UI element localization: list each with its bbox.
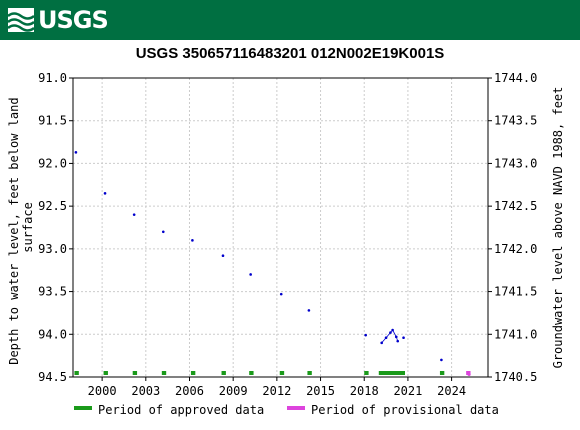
right-tick-label: 1742.0 (494, 242, 537, 256)
data-point (380, 341, 384, 345)
plot-frame (72, 77, 489, 378)
left-axis-ticks: 91.0 91.5 92.0 92.5 93.0 93.5 94.0 94.5 (38, 71, 73, 384)
left-tick-label: 91.5 (38, 114, 67, 128)
provisional-data-point (467, 372, 471, 377)
right-tick-label: 1743.0 (494, 156, 537, 170)
y-axis-label-left-line1: Depth to water level, feet below land (7, 97, 21, 364)
approved-period-bar (307, 371, 312, 375)
grid-lines (73, 77, 488, 378)
provisional-periods (466, 371, 471, 375)
x-tick-label: 2024 (437, 384, 466, 398)
y-axis-label-left: Depth to water level, feet below land su… (7, 90, 35, 365)
y-axis-label-left-line2: surface (21, 202, 35, 253)
approved-period-bar (249, 371, 254, 375)
x-tick-label: 2009 (219, 384, 248, 398)
approved-period-bar (132, 371, 138, 375)
data-point (191, 239, 194, 242)
approved-periods (74, 371, 445, 375)
right-axis-ticks: 1744.0 1743.5 1743.0 1742.5 1742.0 1741.5 1741… (488, 71, 537, 384)
left-tick-label: 92.5 (38, 199, 67, 213)
usgs-wave-icon (8, 8, 34, 32)
left-tick-label: 93.5 (38, 285, 67, 299)
data-point (132, 213, 136, 216)
right-tick-label: 1743.5 (494, 114, 537, 128)
data-point (384, 336, 388, 340)
approved-period-bar (161, 371, 167, 375)
legend-provisional-label: Period of provisional data (311, 403, 499, 417)
data-point (391, 328, 394, 332)
data-point (394, 335, 398, 339)
data-point (364, 333, 367, 337)
x-tick-label: 2012 (262, 384, 291, 398)
data-point (307, 309, 311, 312)
legend-approved-label: Period of approved data (98, 403, 264, 417)
legend-provisional-swatch (287, 406, 305, 410)
data-point (279, 292, 283, 296)
usgs-header-bar: USGS (0, 0, 580, 40)
provisional-period-bar (466, 371, 471, 375)
left-tick-label: 92.0 (38, 156, 67, 170)
data-points (74, 151, 471, 377)
right-tick-label: 1741.0 (494, 327, 537, 341)
data-point (440, 358, 443, 362)
right-tick-label: 1740.5 (494, 370, 537, 384)
approved-period-bar (190, 371, 196, 375)
left-tick-label: 94.5 (38, 370, 67, 384)
data-point (389, 331, 392, 334)
right-tick-label: 1742.5 (494, 199, 537, 213)
x-tick-label: 2018 (350, 384, 379, 398)
data-point (396, 339, 400, 343)
data-point (402, 336, 405, 340)
data-point (103, 192, 107, 195)
approved-period-bar (221, 371, 226, 375)
x-tick-label: 2003 (131, 384, 160, 398)
data-point (249, 273, 252, 276)
usgs-logo-text: USGS (38, 6, 109, 34)
data-point (221, 254, 225, 257)
approved-period-bar (103, 371, 108, 375)
left-tick-label: 91.0 (38, 71, 67, 85)
left-tick-label: 94.0 (38, 327, 67, 341)
x-tick-label: 2021 (393, 384, 422, 398)
approved-period-bar (74, 371, 79, 375)
data-point (161, 230, 165, 234)
x-tick-label: 2000 (88, 384, 117, 398)
right-tick-label: 1744.0 (494, 71, 537, 85)
data-point (74, 151, 78, 154)
y-axis-label-right: Groundwater level above NAVD 1988, feet (551, 87, 565, 369)
left-tick-label: 93.0 (38, 242, 67, 256)
chart-title: USGS 350657116483201 012N002E19K001S (136, 45, 445, 62)
right-tick-label: 1741.5 (494, 285, 537, 299)
approved-period-bar (364, 371, 369, 375)
legend-approved-swatch (74, 406, 92, 410)
approved-period-bar (378, 371, 405, 375)
x-tick-label: 2015 (306, 384, 335, 398)
chart-legend: Period of approved data Period of provisi… (74, 403, 499, 417)
x-axis-ticks: 2000 2003 2006 2009 2012 2015 2018 2021 2024 (88, 377, 466, 398)
x-tick-label: 2006 (175, 384, 204, 398)
approved-period-bar (439, 371, 445, 375)
usgs-logo[interactable]: USGS (8, 6, 109, 34)
approved-period-bar (279, 371, 285, 375)
